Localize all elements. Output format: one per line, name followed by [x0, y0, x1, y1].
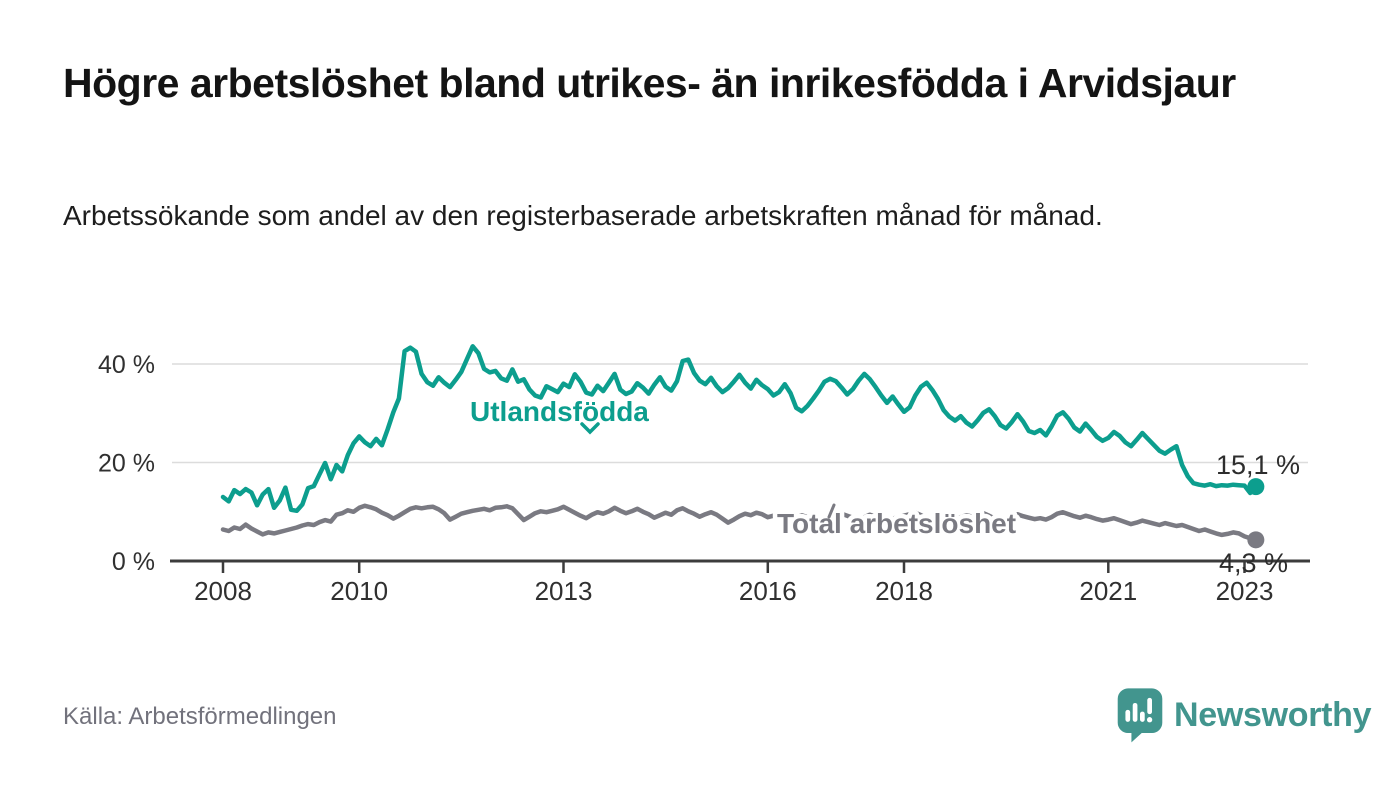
newsworthy-logo: Newsworthy	[1116, 686, 1372, 744]
bar-chart-glyph	[1125, 697, 1153, 723]
newsworthy-wordmark: Newsworthy	[1174, 695, 1372, 734]
chart-title: Högre arbetslöshet bland utrikes- än inr…	[63, 60, 1236, 106]
end-dot	[1247, 478, 1265, 496]
y-axis-tick-label: 40 %	[98, 351, 155, 379]
series-label-0: Total arbetslöshet	[777, 508, 1016, 539]
series-label-pointer	[580, 422, 600, 435]
x-axis-tick-label: 2013	[535, 576, 593, 606]
series-label-1: Utlandsfödda	[470, 396, 649, 427]
line-chart: 0 % 20 % 40 % 2008 2010 2013 2016 2018 2021 2023 U…	[98, 344, 1310, 606]
x-axis-tick-label: 2023	[1216, 576, 1274, 606]
x-axis-tick-label: 2016	[739, 576, 797, 606]
x-axis-tick-label: 2018	[875, 576, 933, 606]
series-label-pointer	[827, 503, 836, 519]
series-line-utlandsfodda	[220, 344, 1259, 514]
x-axis-tick-label: 2021	[1079, 576, 1137, 606]
x-axis-tick-label: 2010	[330, 576, 388, 606]
x-axis-tick-label: 2008	[194, 576, 252, 606]
source-text: Källa: Arbetsförmedlingen	[63, 703, 337, 730]
end-value-label: 15,1 %	[1216, 450, 1300, 480]
end-value-label: 4,3 %	[1219, 548, 1288, 578]
series-line-total	[220, 503, 1259, 543]
y-axis-tick-label: 0 %	[112, 548, 155, 576]
chart-subtitle: Arbetssökande som andel av den registerb…	[63, 200, 1103, 231]
newsworthy-logo-icon	[1117, 688, 1163, 743]
y-axis-tick-label: 20 %	[98, 450, 155, 478]
end-dot	[1247, 531, 1265, 549]
